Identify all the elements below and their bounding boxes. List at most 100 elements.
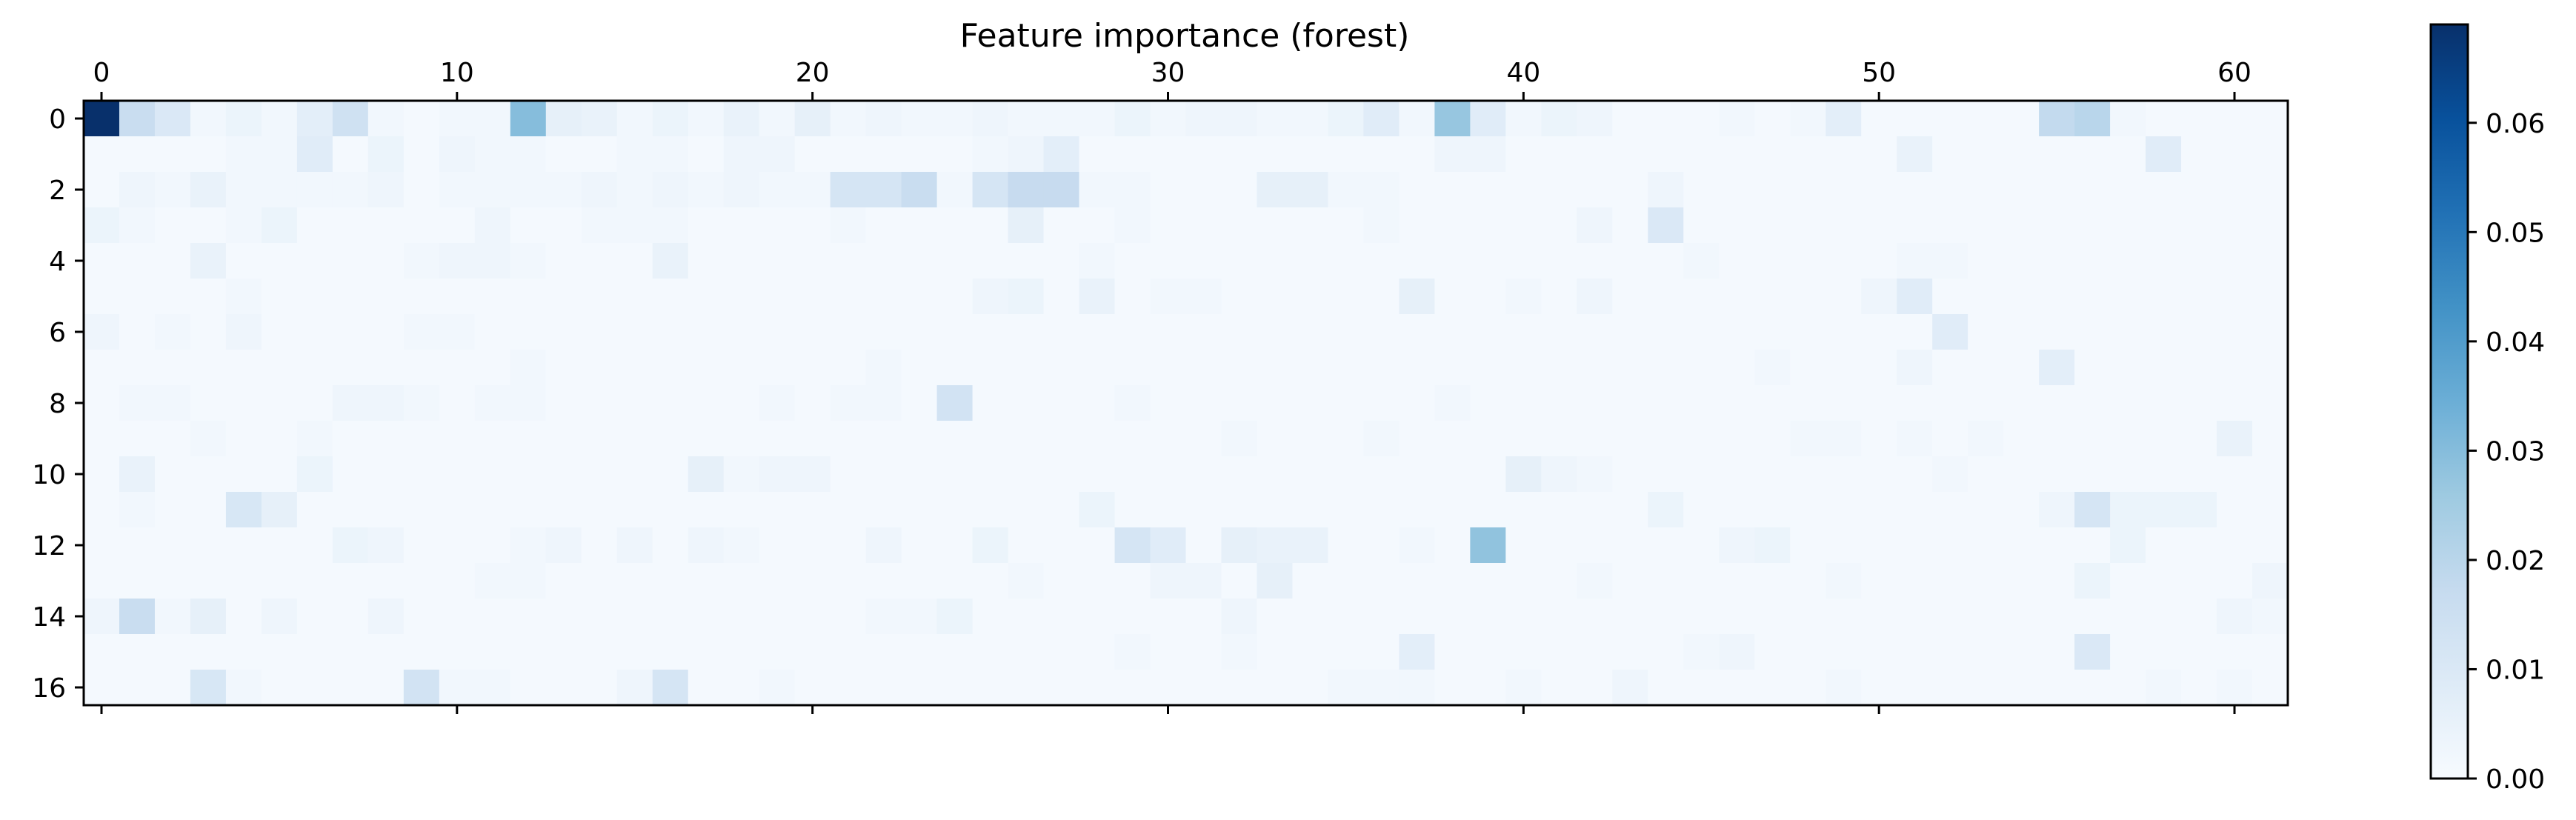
heatmap-cell	[1505, 136, 1542, 173]
heatmap-cell	[1257, 599, 1294, 635]
heatmap-cell	[1221, 172, 1258, 208]
heatmap-cell	[1043, 136, 1080, 173]
heatmap-cell	[190, 385, 227, 421]
heatmap-cell	[1505, 314, 1542, 350]
heatmap-cell	[2217, 456, 2253, 493]
heatmap-cell	[830, 243, 867, 279]
heatmap-cell	[367, 456, 405, 493]
heatmap-cell	[474, 563, 511, 599]
heatmap-cell	[1754, 243, 1791, 279]
heatmap-cell	[1577, 279, 1613, 315]
heatmap-cell	[972, 136, 1009, 173]
heatmap-cell	[1150, 350, 1187, 386]
heatmap-cell	[2074, 527, 2111, 564]
heatmap-cell	[1185, 314, 1222, 350]
heatmap-cell	[2181, 634, 2217, 670]
heatmap-cell	[1826, 670, 1862, 706]
heatmap-cell	[2110, 385, 2146, 421]
heatmap-cell	[1826, 101, 1862, 137]
heatmap-cell	[1505, 599, 1542, 635]
heatmap-cell	[830, 385, 867, 421]
y-tick-label: 16	[32, 673, 66, 704]
heatmap-cell	[84, 527, 120, 564]
heatmap-cell	[1968, 492, 2004, 528]
heatmap-cell	[1932, 279, 1968, 315]
y-axis: 0 2 4 6 8 10 12 14 16	[32, 104, 84, 704]
heatmap-cell	[1932, 172, 1968, 208]
heatmap-cell	[2039, 599, 2075, 635]
heatmap-cell	[723, 101, 760, 137]
heatmap-cell	[1043, 421, 1080, 457]
heatmap-cell	[1790, 385, 1826, 421]
heatmap-cell	[367, 563, 405, 599]
heatmap-cell	[1754, 527, 1791, 564]
heatmap-cell	[794, 421, 831, 457]
heatmap-cell	[688, 279, 725, 315]
heatmap-cell	[474, 243, 511, 279]
heatmap-cell	[1328, 136, 1365, 173]
heatmap-cell	[759, 243, 796, 279]
x-tick-label-top: 10	[440, 58, 474, 88]
heatmap-cell	[332, 279, 369, 315]
heatmap-cell	[1328, 101, 1365, 137]
heatmap-cell	[972, 350, 1009, 386]
heatmap-cell	[2074, 599, 2111, 635]
heatmap-cell	[1328, 350, 1365, 386]
heatmap-cell	[1150, 456, 1187, 493]
heatmap-cell	[2003, 172, 2040, 208]
heatmap-cell	[84, 101, 120, 137]
heatmap-cell	[510, 670, 547, 706]
heatmap-cell	[2217, 385, 2253, 421]
heatmap-cell	[794, 385, 831, 421]
heatmap-cell	[403, 136, 440, 173]
heatmap-cell	[1754, 207, 1791, 244]
heatmap-cell	[1470, 136, 1506, 173]
heatmap-cell	[2110, 279, 2146, 315]
heatmap-cell	[1683, 492, 1720, 528]
heatmap-cell	[2252, 634, 2289, 670]
heatmap-cell	[688, 243, 725, 279]
heatmap-cell	[2252, 172, 2289, 208]
heatmap-cell	[403, 421, 440, 457]
heatmap-cell	[1363, 279, 1400, 315]
heatmap-cell	[1008, 527, 1045, 564]
heatmap-cell	[1790, 527, 1826, 564]
heatmap-cell	[1897, 527, 1933, 564]
heatmap-cell	[2110, 101, 2146, 137]
heatmap-cell	[794, 670, 831, 706]
heatmap-cell	[1932, 563, 1968, 599]
heatmap-cell	[1434, 456, 1471, 493]
heatmap-cell	[688, 670, 725, 706]
heatmap-cell	[2039, 136, 2075, 173]
heatmap-cell	[1612, 421, 1648, 457]
heatmap-cell	[616, 634, 653, 670]
heatmap-cell	[119, 350, 156, 386]
heatmap-cell	[865, 599, 902, 635]
heatmap-cell	[1790, 314, 1826, 350]
heatmap-cell	[936, 634, 974, 670]
heatmap-cell	[1897, 314, 1933, 350]
heatmap-cell	[865, 634, 902, 670]
heatmap-cell	[1470, 279, 1506, 315]
heatmap-cell	[1754, 492, 1791, 528]
heatmap-cell	[1826, 599, 1862, 635]
heatmap-cell	[1114, 492, 1151, 528]
heatmap-cell	[1968, 101, 2004, 137]
heatmap-cell	[2074, 421, 2111, 457]
heatmap-cell	[1612, 136, 1648, 173]
x-tick-label-top: 60	[2217, 58, 2251, 88]
heatmap-cell	[2003, 207, 2040, 244]
heatmap-cell	[1897, 136, 1933, 173]
heatmap-cell	[794, 527, 831, 564]
heatmap-cell	[2217, 101, 2253, 137]
heatmap-cell	[1221, 136, 1258, 173]
heatmap-cell	[616, 350, 653, 386]
heatmap-cell	[2252, 314, 2289, 350]
y-tick-label: 10	[32, 460, 66, 490]
heatmap-cell	[1292, 350, 1329, 386]
heatmap-cell	[1683, 385, 1720, 421]
heatmap-cell	[84, 136, 120, 173]
heatmap-cell	[1577, 314, 1613, 350]
heatmap-cell	[2181, 385, 2217, 421]
heatmap-cell	[1185, 421, 1222, 457]
